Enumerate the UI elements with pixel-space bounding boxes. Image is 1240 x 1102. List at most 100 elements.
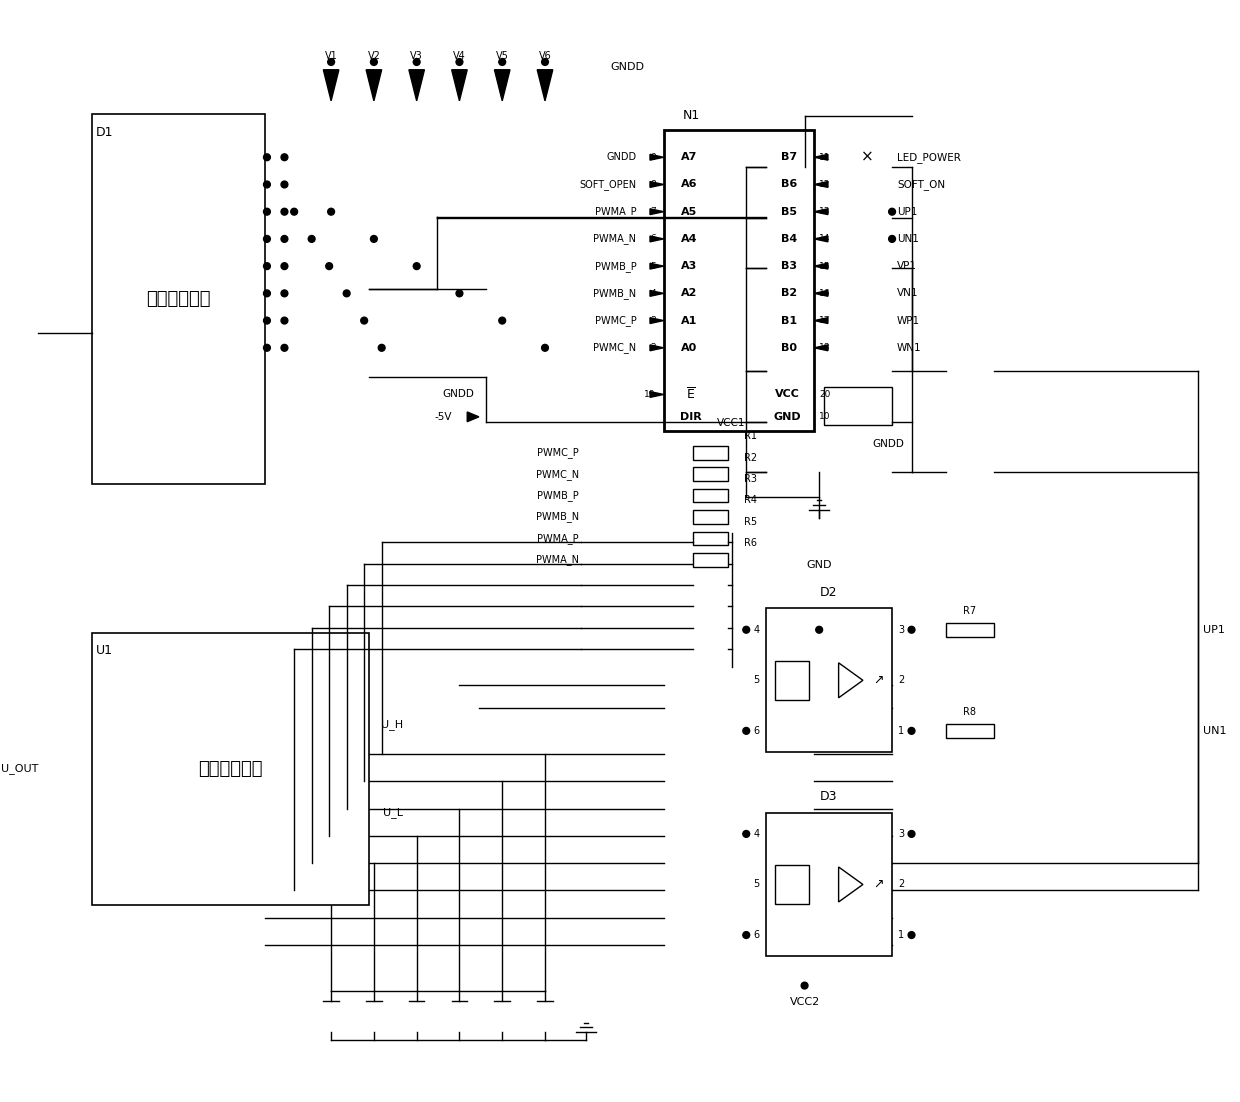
Text: GND: GND [774,412,801,422]
Text: PWMA_P: PWMA_P [537,533,579,543]
Text: VN1: VN1 [897,289,919,299]
Polygon shape [815,345,828,350]
Bar [693,553,728,566]
Text: -5V: -5V [434,412,451,422]
Text: DIR: DIR [680,412,702,422]
Text: R5: R5 [744,517,758,527]
Text: PWMB_P: PWMB_P [537,490,579,501]
Circle shape [498,317,506,324]
Bar [693,531,728,545]
Text: PWMA_P: PWMA_P [595,206,636,217]
Circle shape [343,290,350,296]
Circle shape [378,345,386,352]
Text: UP1: UP1 [897,207,918,217]
Circle shape [327,58,335,65]
Text: A5: A5 [681,207,697,217]
Text: N1: N1 [683,109,701,122]
Text: 集成控制芯片: 集成控制芯片 [146,290,211,309]
Circle shape [743,727,750,734]
Circle shape [264,208,270,215]
Text: 18: 18 [820,344,831,353]
Text: R6: R6 [744,538,758,548]
Text: R8: R8 [963,707,976,717]
Text: 14: 14 [820,235,831,244]
Text: A1: A1 [681,315,697,325]
Text: WP1: WP1 [897,315,920,325]
Text: 11: 11 [820,153,831,162]
Text: R7: R7 [963,606,976,616]
Circle shape [264,290,270,296]
Polygon shape [815,154,828,160]
Text: 6: 6 [754,726,760,736]
Text: 10: 10 [820,412,831,421]
Text: D1: D1 [95,126,113,139]
Text: V5: V5 [496,51,508,61]
Circle shape [309,236,315,242]
Bar [765,812,892,957]
Text: SOFT_ON: SOFT_ON [897,179,945,190]
Circle shape [264,181,270,187]
Bar [946,623,994,637]
Polygon shape [650,263,663,269]
Text: B4: B4 [780,234,797,244]
Polygon shape [467,412,479,422]
Circle shape [456,290,463,296]
Text: V2: V2 [367,51,381,61]
Circle shape [281,290,288,296]
Text: U_L: U_L [383,807,403,818]
Text: $\nearrow$: $\nearrow$ [870,878,884,892]
Text: A3: A3 [681,261,697,271]
Text: ×: × [862,150,874,164]
Text: $\overline{\mathsf{E}}$: $\overline{\mathsf{E}}$ [686,387,696,402]
Text: 7: 7 [650,207,656,216]
Text: 12: 12 [820,180,831,188]
Polygon shape [650,182,663,187]
Text: V1: V1 [325,51,337,61]
Text: GNDD: GNDD [873,439,904,449]
Text: 19: 19 [645,390,656,399]
Circle shape [889,236,895,242]
Bar [693,467,728,480]
Circle shape [413,262,420,270]
Polygon shape [650,208,663,215]
Polygon shape [815,208,828,215]
Circle shape [889,208,895,215]
Text: 3: 3 [650,316,656,325]
Text: R2: R2 [744,453,758,463]
Circle shape [281,262,288,270]
Circle shape [908,831,915,838]
Text: A2: A2 [681,289,697,299]
Bar [693,446,728,460]
Circle shape [264,345,270,352]
Circle shape [326,262,332,270]
Text: PWMB_P: PWMB_P [595,261,636,271]
Circle shape [281,345,288,352]
Text: 6: 6 [754,930,760,940]
Text: 4: 4 [754,829,760,839]
Bar [825,387,892,424]
Text: PWMC_P: PWMC_P [595,315,636,326]
Polygon shape [650,291,663,296]
Bar [775,865,810,904]
Text: B5: B5 [781,207,797,217]
Circle shape [371,236,377,242]
Text: 2: 2 [898,879,904,889]
Circle shape [542,58,548,65]
Text: U_OUT: U_OUT [1,764,38,775]
Bar [92,115,265,484]
Text: 5: 5 [650,261,656,271]
Bar [765,608,892,753]
Circle shape [908,626,915,634]
Circle shape [908,931,915,939]
Text: 17: 17 [820,316,831,325]
Circle shape [801,982,808,988]
Bar [693,510,728,523]
Circle shape [281,181,288,187]
Circle shape [290,208,298,215]
Text: V6: V6 [538,51,552,61]
Text: PWMA_N: PWMA_N [536,554,579,565]
Polygon shape [409,69,424,101]
Text: WN1: WN1 [897,343,921,353]
Text: VCC2: VCC2 [790,997,820,1007]
Circle shape [281,317,288,324]
